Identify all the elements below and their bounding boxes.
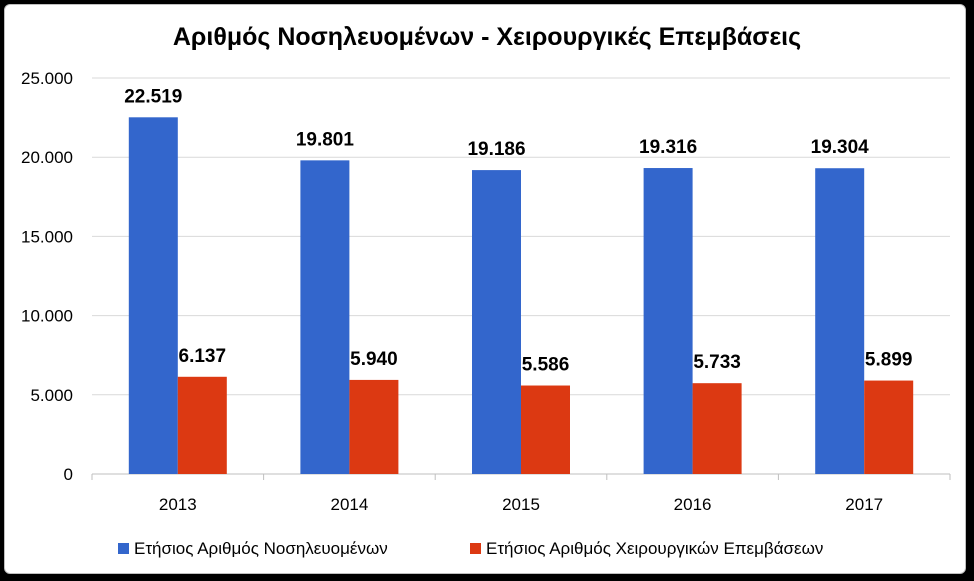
data-label: 19.801	[296, 129, 355, 150]
x-tick-label: 2015	[502, 495, 540, 514]
y-axis-ticks: 0 5.000 10.000 15.000 20.000 25.000	[21, 69, 73, 484]
y-tick-label: 0	[64, 465, 73, 484]
y-tick-label: 25.000	[21, 69, 73, 88]
gridlines	[92, 77, 950, 475]
bar-hospitalized-2013	[128, 117, 178, 474]
legend: Ετήσιος Αριθμός Νοσηλευομένων Ετήσιος Αρι…	[118, 539, 823, 558]
y-tick-label: 10.000	[21, 307, 73, 326]
bars	[128, 117, 914, 475]
x-tick-label: 2017	[845, 495, 883, 514]
y-tick-label: 20.000	[21, 148, 73, 167]
data-label: 22.519	[124, 86, 182, 107]
data-label: 19.186	[467, 139, 525, 160]
bar-surgeries-2015	[521, 385, 570, 474]
data-label: 6.137	[179, 346, 227, 367]
x-tick-label: 2014	[330, 495, 368, 514]
data-labels: 22.519 6.137 19.801 5.940 19.186 5.586 19.316 5…	[124, 86, 912, 375]
bar-surgeries-2013	[177, 376, 227, 474]
y-tick-label: 5.000	[30, 386, 73, 405]
data-label: 19.304	[811, 137, 870, 158]
x-tick-label: 2013	[159, 495, 197, 514]
legend-label: Ετήσιος Αριθμός Νοσηλευομένων	[134, 539, 388, 558]
bar-hospitalized-2016	[643, 168, 693, 475]
data-label: 5.899	[865, 350, 913, 371]
legend-swatch	[118, 543, 129, 554]
bar-hospitalized-2017	[815, 168, 865, 474]
legend-label: Ετήσιος Αριθμός Χειρουργικών Επεμβάσεων	[486, 539, 823, 558]
y-tick-label: 15.000	[21, 227, 73, 246]
bar-hospitalized-2014	[300, 160, 350, 474]
data-label: 5.586	[522, 355, 570, 376]
legend-swatch	[470, 543, 481, 554]
bar-hospitalized-2015	[472, 170, 521, 475]
data-label: 5.940	[350, 349, 398, 370]
x-tick-label: 2016	[674, 495, 712, 514]
bar-surgeries-2017	[864, 380, 914, 474]
bar-surgeries-2016	[692, 383, 742, 474]
data-label: 5.733	[693, 352, 741, 373]
x-axis-ticks: 2013 2014 2015 2016 2017	[91, 474, 951, 514]
chart-title: Αριθμός Νοσηλευομένων - Χειρουργικές Επε…	[173, 23, 801, 51]
data-label: 19.316	[639, 137, 697, 158]
bar-surgeries-2014	[349, 379, 399, 474]
